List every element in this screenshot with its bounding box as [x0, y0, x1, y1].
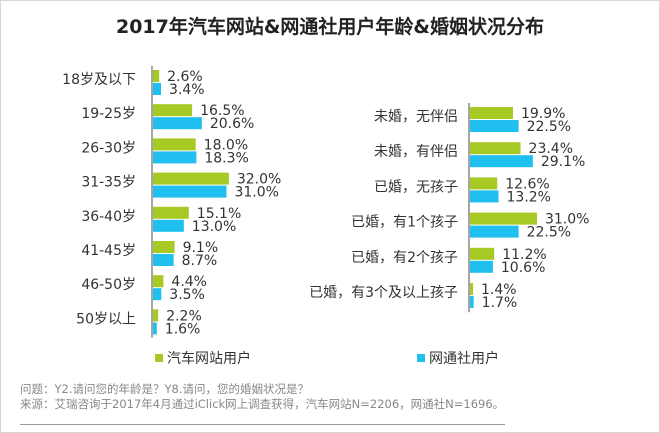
legend-label: 汽车网站用户: [167, 351, 251, 367]
bar-series1: [153, 275, 164, 288]
bar-series2: [153, 254, 174, 266]
data-label: 10.6%: [501, 260, 545, 276]
data-label: 1.7%: [482, 295, 518, 311]
data-label: 15.1%: [197, 206, 241, 222]
data-label: 18.3%: [204, 150, 248, 166]
data-label: 31.0%: [234, 185, 278, 201]
category-label: 19-25岁: [81, 106, 136, 122]
bar-series2: [153, 288, 162, 301]
bar-series1: [153, 172, 229, 185]
bar-series2: [153, 322, 157, 335]
bar-series1: [470, 107, 513, 119]
bar-series1: [153, 70, 160, 82]
data-label: 20.6%: [210, 116, 254, 132]
data-label: 19.9%: [521, 106, 565, 122]
legend-swatch-blue: [417, 354, 425, 362]
category-label: 已婚，有3个及以上孩子: [309, 285, 458, 301]
bar-series1: [153, 206, 189, 219]
data-label: 32.0%: [237, 172, 281, 188]
category-label: 31-35岁: [81, 175, 136, 191]
bar-series2: [470, 120, 519, 132]
data-label: 13.2%: [507, 189, 551, 205]
data-label: 31.0%: [545, 212, 589, 228]
category-label: 36-40岁: [81, 209, 136, 225]
data-label: 4.4%: [171, 274, 207, 290]
category-label: 未婚，有伴侣: [374, 144, 458, 160]
legend-swatch-green: [155, 354, 163, 362]
category-label: 46-50岁: [81, 277, 136, 293]
legend-item-series1: 汽车网站用户: [155, 348, 251, 368]
bar-series1: [470, 177, 498, 190]
bar-series1: [470, 212, 537, 225]
bar-series1: [470, 142, 521, 155]
footnote-question: 问题：Y2.请问您的年龄是？Y8.请问，您的婚姻状况是？: [20, 382, 309, 396]
bar-series2: [153, 219, 184, 232]
data-label: 12.6%: [505, 176, 549, 192]
bar-series2: [470, 225, 519, 238]
legend-label: 网通社用户: [429, 351, 499, 367]
bar-series2: [153, 83, 162, 95]
category-label: 已婚，有2个孩子: [351, 250, 458, 266]
bar-series1: [153, 138, 196, 151]
bar-series2: [470, 296, 474, 308]
legend-item-series2: 网通社用户: [417, 348, 499, 368]
category-label: 18岁及以下: [62, 72, 136, 88]
data-label: 3.4%: [169, 82, 205, 98]
bar-series2: [153, 117, 202, 130]
category-label: 41-45岁: [81, 243, 136, 259]
data-label: 8.7%: [182, 253, 218, 269]
bar-series1: [470, 247, 495, 260]
divider: [20, 424, 505, 425]
data-label: 13.0%: [192, 219, 236, 235]
data-label: 3.5%: [169, 287, 205, 303]
bar-series1: [153, 309, 159, 322]
footnote-source: 来源：艾瑞咨询于2017年4月通过iClick网上调查获得，汽车网站N=2206…: [20, 397, 505, 411]
data-label: 22.5%: [527, 119, 571, 135]
bar-series1: [153, 104, 193, 117]
bar-series1: [153, 241, 175, 253]
data-label: 16.5%: [200, 103, 244, 119]
category-label: 已婚，有1个孩子: [351, 215, 458, 231]
bar-series2: [470, 155, 533, 168]
category-label: 未婚，无伴侣: [374, 109, 458, 125]
data-label: 2.2%: [166, 308, 202, 324]
data-label: 11.2%: [502, 247, 546, 263]
bar-series2: [470, 190, 499, 203]
data-label: 22.5%: [527, 225, 571, 241]
category-label: 已婚，无孩子: [374, 179, 458, 195]
category-label: 50岁以上: [76, 311, 136, 327]
category-label: 26-30岁: [81, 140, 136, 156]
data-label: 9.1%: [183, 240, 219, 256]
bar-series2: [153, 185, 227, 198]
data-label: 23.4%: [529, 141, 573, 157]
chart-title: 2017年汽车网站&网通社用户年龄&婚姻状况分布: [115, 16, 545, 38]
data-label: 2.6%: [167, 69, 203, 85]
data-label: 29.1%: [541, 154, 585, 170]
data-label: 18.0%: [204, 137, 248, 153]
bar-series2: [470, 260, 493, 273]
data-label: 1.4%: [481, 282, 517, 298]
bar-series2: [153, 151, 197, 164]
data-label: 1.6%: [165, 321, 201, 337]
bar-series1: [470, 283, 474, 295]
